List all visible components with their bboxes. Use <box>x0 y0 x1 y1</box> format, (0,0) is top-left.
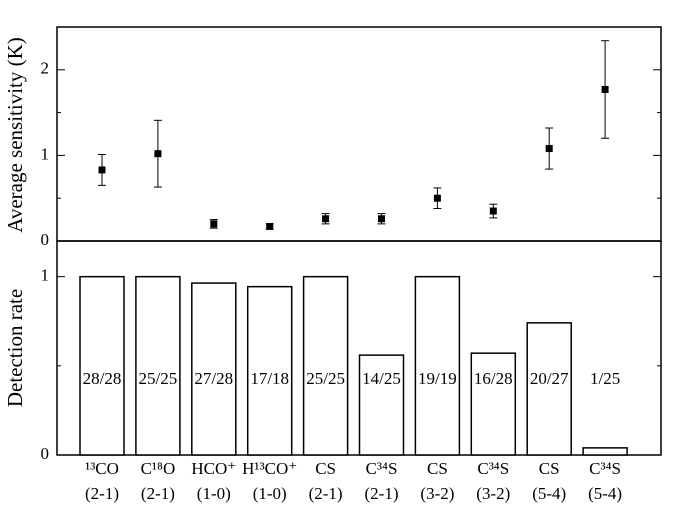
x-tick-label: ¹³CO <box>85 459 119 478</box>
x-tick-label: H¹³CO⁺ <box>242 459 297 478</box>
bar-label: 1/25 <box>590 369 620 388</box>
x-tick-sublabel: (3-2) <box>476 484 510 503</box>
x-tick-sublabel: (2-1) <box>141 484 175 503</box>
bar <box>358 354 405 456</box>
y-tick-label: 0 <box>41 230 50 249</box>
bar <box>135 275 181 456</box>
bar <box>582 447 628 456</box>
x-tick-label: C¹⁸O <box>141 459 176 478</box>
bar-label: 25/25 <box>139 369 178 388</box>
marker <box>433 194 441 202</box>
y-tick-label: 1 <box>41 266 50 285</box>
y-tick-label: 2 <box>41 59 50 78</box>
bar <box>414 275 461 456</box>
x-tick-sublabel: (1-0) <box>197 484 231 503</box>
marker <box>266 222 274 230</box>
bar <box>191 282 237 456</box>
bar <box>526 322 572 456</box>
bar <box>470 352 517 456</box>
y-tick-label: 1 <box>41 144 50 163</box>
bar <box>246 285 293 456</box>
x-tick-label: CS <box>427 459 448 478</box>
x-tick-label: C³⁴S <box>589 459 621 478</box>
x-tick-sublabel: (2-1) <box>365 484 399 503</box>
marker <box>489 207 497 215</box>
bar-label: 20/27 <box>530 369 569 388</box>
bar-label: 14/25 <box>362 369 401 388</box>
x-tick-label: HCO⁺ <box>191 459 236 478</box>
bar-label: 28/28 <box>83 369 122 388</box>
x-tick-sublabel: (1-0) <box>253 484 287 503</box>
marker <box>601 85 609 93</box>
y-axis-title: Detection rate <box>3 289 27 407</box>
x-tick-sublabel: (5-4) <box>588 484 622 503</box>
x-tick-label: C³⁴S <box>477 459 509 478</box>
bar-label: 17/18 <box>250 369 289 388</box>
y-axis-title: Average sensitivity (K) <box>3 37 27 233</box>
bar-label: 25/25 <box>306 369 345 388</box>
bar <box>302 275 349 456</box>
x-tick-sublabel: (2-1) <box>309 484 343 503</box>
x-tick-label: CS <box>539 459 560 478</box>
marker <box>154 150 162 158</box>
y-tick-label: 0 <box>41 444 50 463</box>
bar-label: 16/28 <box>474 369 513 388</box>
x-tick-sublabel: (5-4) <box>532 484 566 503</box>
plot-frame <box>56 26 662 242</box>
bar-label: 19/19 <box>418 369 457 388</box>
marker <box>210 220 218 228</box>
x-tick-sublabel: (3-2) <box>420 484 454 503</box>
marker <box>98 166 106 174</box>
marker <box>378 215 385 223</box>
x-tick-sublabel: (2-1) <box>85 484 119 503</box>
bar-label: 27/28 <box>194 369 233 388</box>
marker <box>322 215 330 223</box>
bar <box>79 275 125 456</box>
x-tick-label: CS <box>315 459 336 478</box>
x-tick-label: C³⁴S <box>366 459 398 478</box>
marker <box>545 145 553 153</box>
